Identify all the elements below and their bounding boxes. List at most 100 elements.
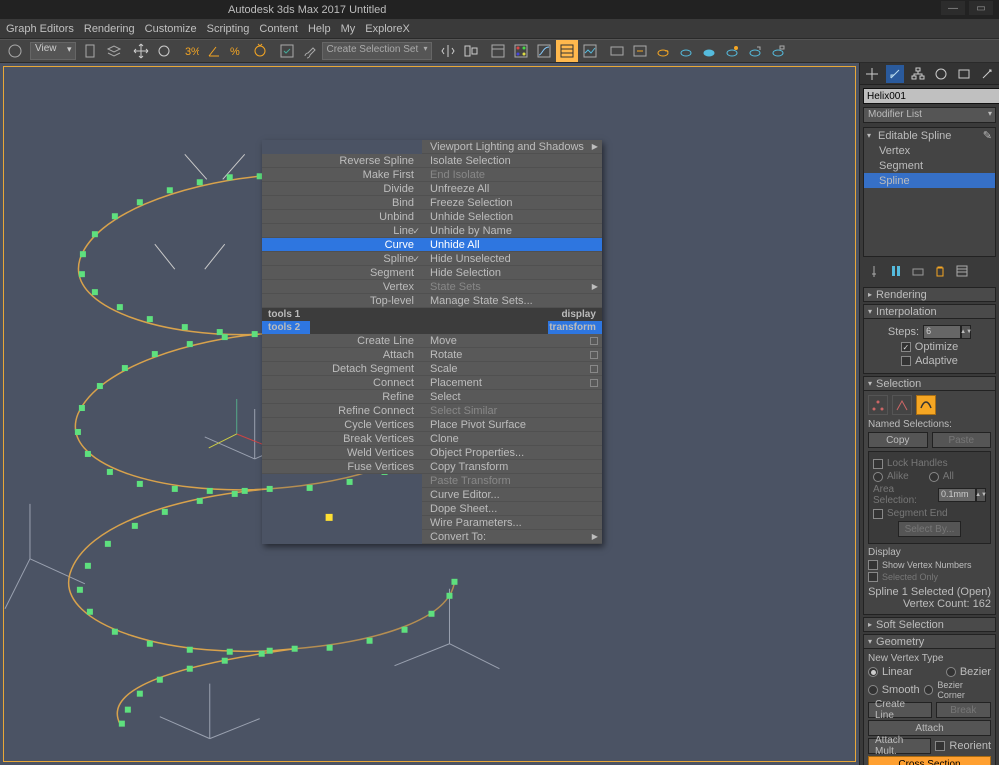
break-button[interactable]: Break (936, 702, 991, 718)
spline-subobj-icon[interactable] (916, 395, 936, 415)
maximize-button[interactable]: ▭ (969, 1, 993, 15)
context-menu-item[interactable]: Curve Editor... (422, 488, 602, 502)
schematic-icon[interactable] (487, 40, 509, 62)
minimize-button[interactable]: — (941, 1, 965, 15)
brush-icon[interactable] (299, 40, 321, 62)
context-menu-item[interactable]: Cycle Vertices (262, 418, 422, 432)
angle-icon[interactable] (203, 40, 225, 62)
curve-editor-icon[interactable] (533, 40, 555, 62)
adaptive-checkbox[interactable] (901, 356, 911, 366)
context-menu-item[interactable]: Convert To:▶ (422, 530, 602, 544)
context-menu-item[interactable]: Curve (262, 238, 422, 252)
context-menu-item[interactable]: Weld Vertices (262, 446, 422, 460)
object-name-input[interactable] (863, 88, 999, 104)
paste-button[interactable]: Paste (932, 432, 992, 448)
configure-icon[interactable] (955, 264, 969, 278)
context-menu-item[interactable]: Clone (422, 432, 602, 446)
context-menu-item[interactable]: Top-level (262, 294, 422, 308)
create-tab-icon[interactable] (863, 65, 881, 83)
create-line-button[interactable]: Create Line (868, 702, 932, 718)
copy-button[interactable]: Copy (868, 432, 928, 448)
make-unique-icon[interactable] (911, 264, 925, 278)
render-setup-icon[interactable] (606, 40, 628, 62)
context-menu-item[interactable]: Fuse Vertices (262, 460, 422, 474)
stack-item[interactable]: ▾Editable Spline✎ (864, 128, 995, 143)
teapot-setup-icon[interactable] (652, 40, 674, 62)
attach-mult-button[interactable]: Attach Mult. (868, 738, 931, 754)
motion-tab-icon[interactable] (932, 65, 950, 83)
context-menu-item[interactable]: Refine (262, 390, 422, 404)
context-menu-item[interactable]: Select (422, 390, 602, 404)
menu-item[interactable]: Customize (145, 23, 197, 35)
context-menu-item[interactable]: Unbind (262, 210, 422, 224)
context-menu-item[interactable]: Select Similar (422, 404, 602, 418)
context-menu-item[interactable]: Reverse Spline (262, 154, 422, 168)
context-menu-item[interactable]: Spline✓ (262, 252, 422, 266)
context-menu-item[interactable]: Make First (262, 168, 422, 182)
optimize-checkbox[interactable]: ✓ (901, 342, 911, 352)
steps-spinner[interactable]: ▲▼ (961, 325, 971, 339)
smooth-radio[interactable] (868, 685, 878, 695)
layers-icon[interactable] (103, 40, 125, 62)
render-icon[interactable] (698, 40, 720, 62)
graph-icon[interactable] (579, 40, 601, 62)
linear-radio[interactable] (868, 667, 878, 677)
show-vertex-num-checkbox[interactable] (868, 560, 878, 570)
context-menu-item[interactable]: Refine Connect (262, 404, 422, 418)
stack-item[interactable]: Vertex (864, 143, 995, 158)
bezcorner-radio[interactable] (924, 685, 934, 695)
context-menu-item[interactable]: Unhide by Name (422, 224, 602, 238)
context-menu-item[interactable]: Move (422, 334, 602, 348)
welcome-icon[interactable] (4, 40, 26, 62)
rollout-geometry[interactable]: ▾Geometry (863, 634, 996, 649)
cross-section-button[interactable]: Cross Section (868, 756, 991, 765)
pin-stack-icon[interactable] (867, 264, 881, 278)
attach-button[interactable]: Attach (868, 720, 991, 736)
context-menu-item[interactable]: Unfreeze All (422, 182, 602, 196)
rollout-soft-selection[interactable]: ▸Soft Selection (863, 617, 996, 632)
context-menu-item[interactable]: State Sets▶ (422, 280, 602, 294)
context-menu-item[interactable]: Freeze Selection (422, 196, 602, 210)
bezier-radio[interactable] (946, 667, 956, 677)
menu-item[interactable]: My (341, 23, 356, 35)
remove-mod-icon[interactable] (933, 264, 947, 278)
menu-item[interactable]: Graph Editors (6, 23, 74, 35)
context-menu-item[interactable]: Isolate Selection (422, 154, 602, 168)
context-menu-item[interactable]: Detach Segment (262, 362, 422, 376)
menu-item[interactable]: Rendering (84, 23, 135, 35)
steps-input[interactable]: 6 (923, 325, 961, 339)
rotate-icon[interactable] (153, 40, 175, 62)
context-menu-item[interactable]: Create Line (262, 334, 422, 348)
mirror-icon[interactable] (437, 40, 459, 62)
percent-icon[interactable]: 3% (180, 40, 202, 62)
rollout-rendering[interactable]: ▸Rendering (863, 287, 996, 302)
context-menu-item[interactable]: Unhide All (422, 238, 602, 252)
move-icon[interactable] (130, 40, 152, 62)
menu-item[interactable]: Content (259, 23, 298, 35)
context-menu-item[interactable]: Scale (422, 362, 602, 376)
context-menu-item[interactable]: Paste Transform (422, 474, 602, 488)
context-menu-item[interactable]: Rotate (422, 348, 602, 362)
scene-explorer-icon[interactable] (556, 40, 578, 62)
menu-item[interactable]: Scripting (207, 23, 250, 35)
stack-item[interactable]: Segment (864, 158, 995, 173)
vertex-subobj-icon[interactable] (868, 395, 888, 415)
context-menu-item[interactable]: Unhide Selection (422, 210, 602, 224)
rollout-interpolation[interactable]: ▾Interpolation (863, 304, 996, 319)
stack-item-selected[interactable]: Spline (864, 173, 995, 188)
render-last-icon[interactable] (767, 40, 789, 62)
context-menu-item[interactable]: Divide (262, 182, 422, 196)
edit-named-icon[interactable] (276, 40, 298, 62)
utilities-tab-icon[interactable] (978, 65, 996, 83)
spinner-icon[interactable] (249, 40, 271, 62)
rollout-selection[interactable]: ▾Selection (863, 376, 996, 391)
teapot-frame-icon[interactable] (675, 40, 697, 62)
context-menu-item[interactable]: Dope Sheet... (422, 502, 602, 516)
context-menu-item[interactable]: Attach (262, 348, 422, 362)
segment-subobj-icon[interactable] (892, 395, 912, 415)
align-icon[interactable] (460, 40, 482, 62)
context-menu-item[interactable]: Placement (422, 376, 602, 390)
modify-tab-icon[interactable] (886, 65, 904, 83)
material-icon[interactable] (510, 40, 532, 62)
modifier-list-dropdown[interactable]: Modifier List (863, 107, 996, 123)
